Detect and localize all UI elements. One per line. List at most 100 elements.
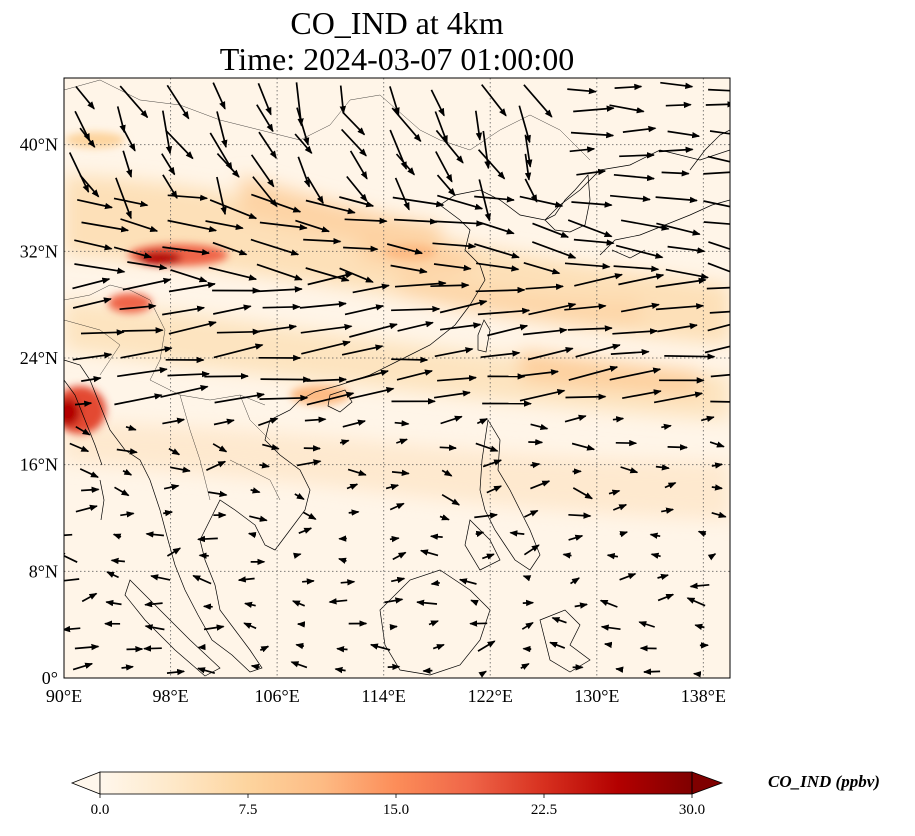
coastlines — [64, 129, 730, 677]
wind-arrow — [81, 221, 130, 233]
wind-arrow — [197, 535, 218, 543]
colorbar: 0.0 7.5 15.0 22.5 30.0 CO_IND (ppbv) — [70, 771, 880, 818]
wind-arrow — [649, 532, 661, 539]
wind-arrow — [237, 576, 255, 583]
wind-arrow — [105, 599, 122, 607]
latitude-tick-labels: 0° 8°N 16°N 24°N 32°N 40°N — [20, 135, 58, 688]
wind-arrow — [476, 418, 488, 425]
philippines-coast — [464, 418, 541, 571]
wind-arrow — [342, 419, 366, 428]
wind-arrow — [116, 448, 138, 455]
wind-arrow — [703, 200, 730, 208]
wind-arrow — [428, 620, 439, 627]
wind-arrow — [394, 420, 410, 427]
wind-arrow — [710, 400, 730, 403]
wind-arrow — [439, 444, 457, 451]
wind-arrow — [482, 130, 491, 170]
wind-arrow — [389, 624, 398, 631]
wind-arrow — [110, 557, 125, 565]
wind-arrow — [606, 553, 619, 560]
wind-arrow — [302, 578, 315, 585]
wind-arrow — [430, 89, 445, 117]
wind-arrow — [167, 219, 218, 233]
wind-arrow — [477, 149, 506, 180]
wind-arrow — [562, 552, 572, 559]
lon-tick-label: 98°E — [152, 686, 188, 706]
wind-arrow — [708, 241, 730, 250]
wind-arrow — [305, 199, 356, 215]
wind-arrow — [523, 544, 540, 556]
wind-arrow — [166, 547, 182, 557]
wind-arrow — [72, 662, 94, 671]
lon-tick-label: 90°E — [46, 686, 82, 706]
wind-arrow — [298, 527, 313, 534]
wind-arrow — [74, 110, 91, 142]
sulawesi-coast — [539, 609, 591, 673]
wind-arrow — [80, 329, 125, 336]
wind-arrow — [686, 597, 706, 607]
wind-arrow — [615, 244, 664, 259]
wind-arrow — [119, 303, 157, 311]
wind-arrow — [439, 514, 450, 521]
wind-arrow — [432, 643, 445, 651]
wind-arrow — [571, 442, 596, 451]
lon-tick-label: 130°E — [574, 686, 619, 706]
wind-arrow — [661, 507, 675, 514]
lat-tick-label: 32°N — [20, 241, 58, 261]
wind-arrow — [657, 573, 669, 581]
wind-arrow — [522, 575, 532, 582]
wind-arrow — [258, 417, 279, 427]
wind-arrow — [603, 641, 613, 649]
wind-arrow — [119, 85, 149, 119]
wind-arrow — [349, 150, 368, 180]
wind-arrow — [653, 391, 704, 404]
wind-arrow — [551, 616, 567, 624]
wind-arrow — [708, 88, 730, 92]
wind-arrow — [299, 300, 347, 309]
wind-arrow — [667, 130, 701, 139]
wind-arrow — [296, 107, 310, 146]
wind-arrow — [389, 502, 405, 511]
wind-arrow — [64, 552, 78, 563]
wind-arrow — [667, 245, 706, 254]
wind-arrow — [612, 503, 628, 511]
wind-arrow — [474, 512, 498, 519]
wind-arrow — [643, 668, 661, 675]
wind-arrow — [304, 416, 327, 423]
wind-arrow — [470, 599, 479, 606]
wind-arrow — [144, 624, 165, 631]
wind-arrow — [74, 263, 126, 274]
wind-arrow — [477, 640, 496, 652]
wind-arrow — [385, 483, 400, 491]
wind-arrow — [614, 83, 643, 91]
wind-arrow — [530, 480, 551, 490]
wind-arrow — [650, 552, 661, 559]
wind-arrow — [703, 171, 730, 175]
wind-arrow — [305, 267, 350, 282]
wind-arrow — [667, 444, 688, 451]
wind-arrow — [81, 592, 98, 603]
wind-arrow — [638, 621, 655, 628]
wind-arrow — [163, 483, 180, 491]
wind-arrow — [709, 310, 730, 314]
wind-arrow — [612, 416, 625, 423]
wind-arrow — [707, 262, 730, 273]
wind-arrow — [619, 152, 655, 159]
wind-arrow — [439, 299, 488, 314]
wind-arrow — [346, 175, 368, 202]
wind-arrow — [72, 352, 113, 361]
wind-arrow — [435, 129, 464, 164]
wind-arrow — [168, 281, 216, 293]
wind-arrow — [565, 393, 607, 400]
wind-arrow — [661, 170, 690, 177]
wind-arrow — [328, 598, 348, 605]
sumatra-coast — [124, 579, 221, 677]
wind-arrow — [79, 468, 99, 478]
wind-arrow — [435, 151, 453, 183]
wind-arrow — [437, 374, 477, 382]
wind-arrow — [656, 222, 701, 236]
wind-arrow — [570, 577, 580, 585]
wind-arrow — [474, 195, 515, 203]
wind-arrow — [509, 530, 525, 537]
wind-arrow — [214, 392, 265, 404]
